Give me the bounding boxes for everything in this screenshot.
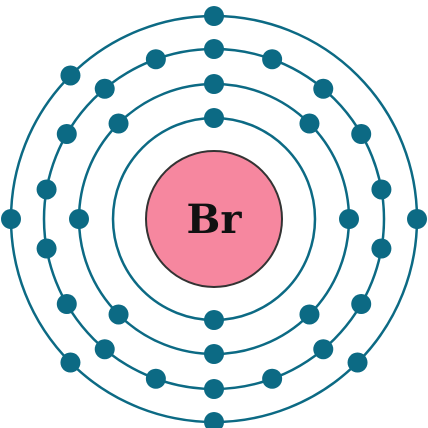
shell-2-electron — [204, 74, 224, 94]
shell-4-electron — [347, 352, 368, 373]
shell-2-electron — [108, 113, 129, 134]
shell-3-electron — [145, 49, 166, 70]
shell-3-electron — [313, 339, 334, 360]
shell-3-electron — [262, 49, 283, 70]
shell-3-electron — [351, 124, 372, 144]
shell-1-electron — [204, 108, 224, 128]
shell-3-electron — [313, 78, 334, 99]
shell-2-electron — [69, 209, 89, 229]
shell-4-electron — [204, 6, 224, 26]
shell-3-electron — [94, 339, 115, 360]
shell-4-electron — [60, 65, 81, 86]
shell-2-electron — [299, 304, 320, 325]
shell-2-electron — [339, 209, 359, 229]
electrons — [1, 6, 427, 428]
shell-4-electron — [60, 352, 81, 373]
shell-3-electron — [56, 124, 77, 144]
shell-2-electron — [299, 113, 320, 134]
shell-3-electron — [204, 39, 224, 59]
shell-3-electron — [262, 368, 283, 389]
shell-2-electron — [108, 304, 129, 325]
shell-3-electron — [371, 238, 392, 259]
shell-1-electron — [204, 310, 224, 330]
shell-3-electron — [94, 78, 115, 99]
shell-4-electron — [1, 209, 21, 229]
shell-3-electron — [145, 368, 166, 389]
shell-3-electron — [371, 179, 392, 200]
nucleus — [145, 150, 283, 288]
shell-4-electron — [407, 209, 427, 229]
element-symbol: Br — [187, 196, 243, 243]
shell-3-electron — [204, 379, 224, 399]
shell-3-electron — [36, 179, 57, 200]
shell-2-electron — [204, 344, 224, 364]
shell-3-electron — [351, 294, 372, 314]
shell-3-electron — [36, 238, 57, 259]
shell-3-electron — [56, 294, 77, 314]
shell-4-electron — [204, 412, 224, 428]
